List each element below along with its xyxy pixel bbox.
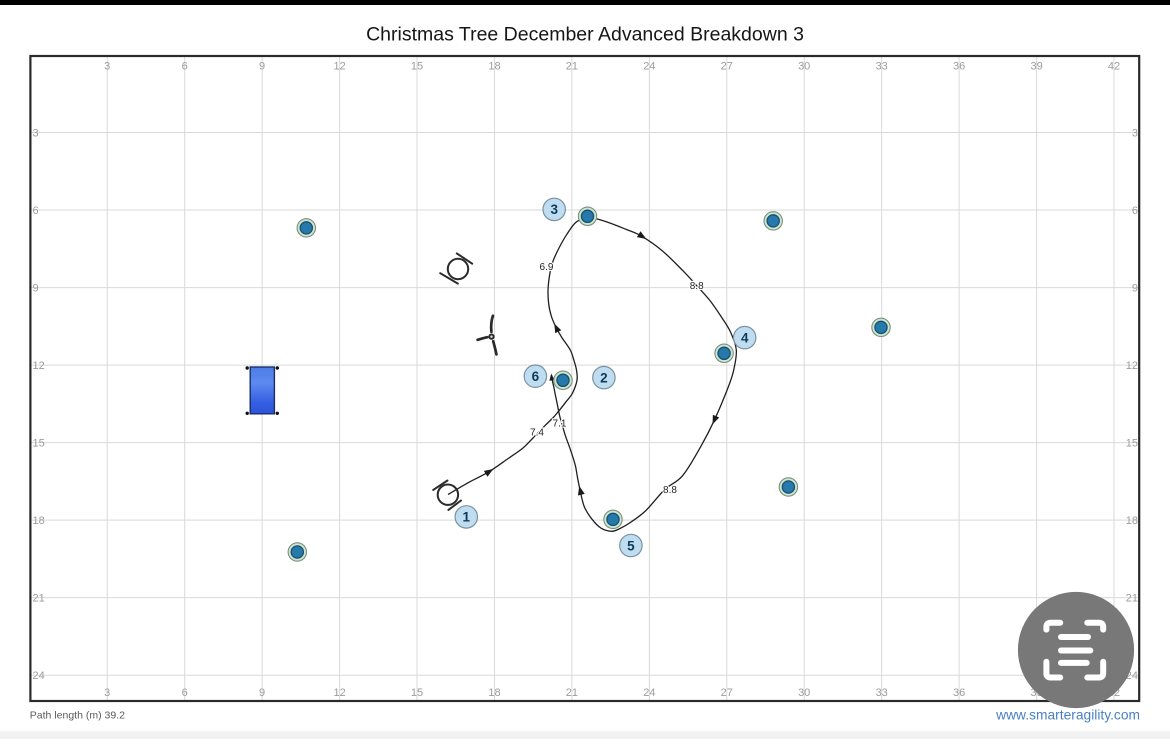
svg-text:15: 15 bbox=[33, 438, 45, 450]
svg-text:6: 6 bbox=[1132, 205, 1138, 217]
svg-text:27: 27 bbox=[721, 687, 733, 699]
svg-text:Path length (m) 39.2: Path length (m) 39.2 bbox=[30, 710, 125, 722]
svg-text:2: 2 bbox=[600, 370, 608, 385]
svg-text:21: 21 bbox=[33, 593, 45, 605]
svg-text:12: 12 bbox=[33, 360, 45, 372]
svg-text:18: 18 bbox=[488, 61, 500, 73]
svg-text:18: 18 bbox=[1126, 515, 1138, 527]
svg-text:3: 3 bbox=[104, 687, 110, 699]
svg-text:3: 3 bbox=[104, 61, 110, 73]
svg-text:33: 33 bbox=[876, 687, 888, 699]
svg-text:9: 9 bbox=[1132, 283, 1138, 295]
svg-text:27: 27 bbox=[721, 61, 733, 73]
svg-text:12: 12 bbox=[333, 61, 345, 73]
svg-text:18: 18 bbox=[488, 687, 500, 699]
svg-text:15: 15 bbox=[411, 687, 423, 699]
svg-text:24: 24 bbox=[33, 670, 45, 682]
svg-text:12: 12 bbox=[333, 687, 345, 699]
svg-text:7.1: 7.1 bbox=[553, 419, 567, 430]
svg-text:5: 5 bbox=[627, 538, 635, 553]
svg-text:www.smarteragility.com: www.smarteragility.com bbox=[995, 708, 1140, 723]
svg-text:3: 3 bbox=[33, 128, 39, 140]
svg-text:15: 15 bbox=[411, 61, 423, 73]
svg-text:21: 21 bbox=[1126, 593, 1138, 605]
svg-text:3: 3 bbox=[550, 202, 558, 217]
svg-text:18: 18 bbox=[33, 515, 45, 527]
svg-text:42: 42 bbox=[1108, 61, 1120, 73]
svg-text:21: 21 bbox=[566, 61, 578, 73]
svg-text:39: 39 bbox=[1030, 61, 1042, 73]
svg-text:15: 15 bbox=[1126, 438, 1138, 450]
svg-text:6: 6 bbox=[182, 61, 188, 73]
svg-text:6: 6 bbox=[532, 369, 540, 384]
svg-text:21: 21 bbox=[566, 687, 578, 699]
svg-text:30: 30 bbox=[798, 61, 810, 73]
svg-text:24: 24 bbox=[643, 687, 655, 699]
svg-text:3: 3 bbox=[1132, 128, 1138, 140]
svg-text:24: 24 bbox=[643, 61, 655, 73]
svg-text:8.8: 8.8 bbox=[690, 281, 704, 292]
svg-text:6.9: 6.9 bbox=[540, 262, 554, 273]
svg-text:9: 9 bbox=[259, 61, 265, 73]
svg-text:30: 30 bbox=[798, 687, 810, 699]
svg-text:4: 4 bbox=[741, 330, 749, 345]
svg-text:8.8: 8.8 bbox=[663, 485, 677, 496]
svg-text:36: 36 bbox=[953, 687, 965, 699]
svg-text:36: 36 bbox=[953, 61, 965, 73]
svg-text:12: 12 bbox=[1126, 360, 1138, 372]
svg-text:6: 6 bbox=[33, 205, 39, 217]
svg-text:9: 9 bbox=[33, 283, 39, 295]
svg-text:1: 1 bbox=[463, 510, 471, 525]
svg-text:7.4: 7.4 bbox=[530, 428, 544, 439]
svg-text:9: 9 bbox=[259, 687, 265, 699]
svg-text:33: 33 bbox=[876, 61, 888, 73]
svg-text:Christmas Tree December Advanc: Christmas Tree December Advanced Breakdo… bbox=[366, 24, 804, 46]
svg-text:6: 6 bbox=[182, 687, 188, 699]
